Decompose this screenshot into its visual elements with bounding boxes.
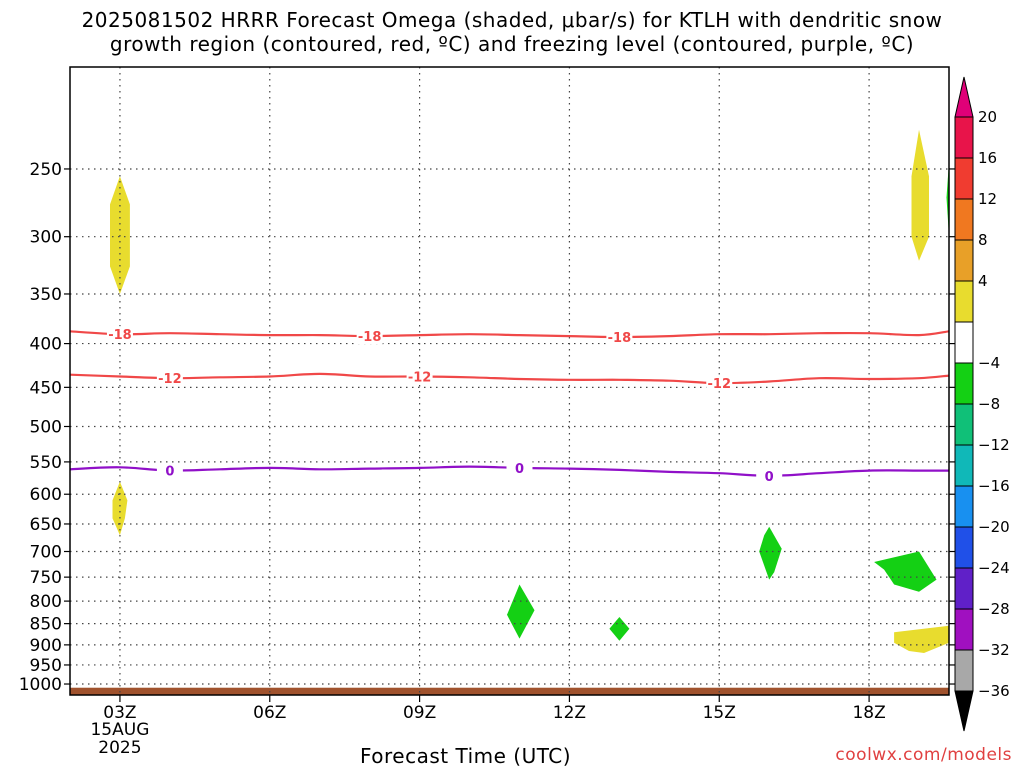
y-tick-label-350: 350 xyxy=(30,285,62,305)
y-tick-label-750: 750 xyxy=(30,568,62,588)
colorbar-swatch-11 xyxy=(954,567,974,610)
contour-label-bg-0-1 xyxy=(506,459,533,476)
colorbar-swatch-8 xyxy=(954,444,974,487)
colorbar-label-7: −12 xyxy=(978,436,1010,454)
omega-region-2 xyxy=(911,129,929,261)
terrain-layer xyxy=(70,687,949,695)
x-tick-date-03Z: 15AUG xyxy=(90,720,149,740)
y-tick-label-550: 550 xyxy=(30,453,62,473)
chart-title: 2025081502 HRRR Forecast Omega (shaded, … xyxy=(0,8,1024,56)
temperature-contours: -18 -18 -18 -12 -12 -12 0 0 0 xyxy=(70,326,949,485)
contour-label-bg--18-0 xyxy=(106,326,133,343)
contour-label-0-0: 0 xyxy=(165,465,174,480)
colorbar-swatch-6 xyxy=(954,362,974,405)
y-tick-label-250: 250 xyxy=(30,160,62,180)
colorbar-swatch-2 xyxy=(954,198,974,241)
x-tick-label-06Z: 06Z xyxy=(253,703,286,723)
omega-region-6 xyxy=(874,551,937,592)
colorbar-label-12: −32 xyxy=(978,641,1010,659)
x-tick-label-15Z: 15Z xyxy=(703,703,736,723)
y-tick-label-700: 700 xyxy=(30,543,62,563)
x-tick-label-18Z: 18Z xyxy=(852,703,885,723)
terrain-band xyxy=(70,687,949,695)
x-tick-label-03Z: 03Z xyxy=(103,703,136,723)
colorbar-label-13: −36 xyxy=(978,682,1010,700)
colorbar-swatch-12 xyxy=(954,608,974,651)
colorbar-label-6: −8 xyxy=(978,395,1000,413)
contour-label-bg--12-2 xyxy=(706,375,733,392)
y-tick-label-650: 650 xyxy=(30,515,62,535)
contour-label--18-2: -18 xyxy=(608,331,632,346)
colorbar-top-triangle xyxy=(954,76,974,118)
contour-label--12-1: -12 xyxy=(408,370,432,385)
colorbar-swatch-1 xyxy=(954,157,974,200)
colorbar-label-2: 12 xyxy=(978,190,997,208)
colorbar-swatch-3 xyxy=(954,239,974,282)
y-tick-label-600: 600 xyxy=(30,485,62,505)
x-axis-label: Forecast Time (UTC) xyxy=(360,744,572,768)
contour-label-bg-0-2 xyxy=(756,467,783,484)
contour-line--18 xyxy=(70,330,949,339)
colorbar-swatch-0 xyxy=(954,116,974,159)
omega-colorbar: 20 16 12 8 4 −4 −8 −12 −16 −20 −24 −28 −32 −36 xyxy=(954,76,1010,732)
y-tick-label-900: 900 xyxy=(30,636,62,656)
colorbar-swatch-5 xyxy=(954,321,974,364)
credit-text: coolwx.com/models xyxy=(835,745,1012,765)
plot-border xyxy=(69,66,950,696)
y-tick-label-950: 950 xyxy=(30,656,62,676)
chart-title-line1: 2025081502 HRRR Forecast Omega (shaded, … xyxy=(81,8,943,32)
colorbar-label-5: −4 xyxy=(978,354,1000,372)
colorbar-bottom-triangle xyxy=(954,690,974,732)
colorbar-swatch-10 xyxy=(954,526,974,569)
colorbar-label-4: 4 xyxy=(978,272,988,290)
colorbar-label-8: −16 xyxy=(978,477,1010,495)
omega-region-5 xyxy=(759,526,782,580)
contour-label-0-1: 0 xyxy=(515,462,524,477)
y-tick-label-850: 850 xyxy=(30,615,62,635)
colorbar-swatch-9 xyxy=(954,485,974,528)
contour-label--12-0: -12 xyxy=(158,372,182,387)
y-axis-pressure-ticks: 2503003504004505005506006507007508008509… xyxy=(19,160,955,695)
omega-region-1 xyxy=(112,481,128,536)
contour-label-bg--12-0 xyxy=(156,370,183,387)
x-tick-year-03Z: 2025 xyxy=(98,738,141,758)
contour-label-bg-0-0 xyxy=(156,462,183,479)
y-tick-label-800: 800 xyxy=(30,592,62,612)
omega-shaded-regions xyxy=(110,129,949,653)
omega-region-3 xyxy=(894,625,949,653)
contour-label-bg--18-2 xyxy=(606,329,633,346)
chart-title-line2: growth region (contoured, red, ºC) and f… xyxy=(109,32,915,56)
plot-frame xyxy=(69,66,950,696)
contour-label--18-0: -18 xyxy=(108,328,132,343)
contour-label--18-1: -18 xyxy=(358,330,382,345)
contour-label-0-2: 0 xyxy=(765,470,774,485)
colorbar-label-3: 8 xyxy=(978,231,988,249)
contour-label-bg--18-1 xyxy=(356,328,383,345)
colorbar-label-11: −28 xyxy=(978,600,1010,618)
y-tick-label-400: 400 xyxy=(30,335,62,355)
omega-region-8 xyxy=(609,617,630,641)
colorbar-label-10: −24 xyxy=(978,559,1010,577)
colorbar-label-0: 20 xyxy=(978,108,997,126)
y-tick-label-1000: 1000 xyxy=(19,675,62,695)
colorbar-swatch-4 xyxy=(954,280,974,323)
y-tick-label-300: 300 xyxy=(30,228,62,248)
colorbar-swatch-7 xyxy=(954,403,974,446)
contour-line--12 xyxy=(70,372,949,385)
y-tick-label-500: 500 xyxy=(30,417,62,437)
x-tick-label-12Z: 12Z xyxy=(553,703,586,723)
colorbar-label-1: 16 xyxy=(978,149,997,167)
contour-label--12-2: -12 xyxy=(708,377,732,392)
contour-label-bg--12-1 xyxy=(406,368,433,385)
colorbar-swatch-13 xyxy=(954,649,974,692)
x-tick-label-09Z: 09Z xyxy=(403,703,436,723)
colorbar-label-9: −20 xyxy=(978,518,1010,536)
omega-region-7 xyxy=(507,584,535,639)
y-tick-label-450: 450 xyxy=(30,378,62,398)
grid-lines xyxy=(70,67,949,695)
